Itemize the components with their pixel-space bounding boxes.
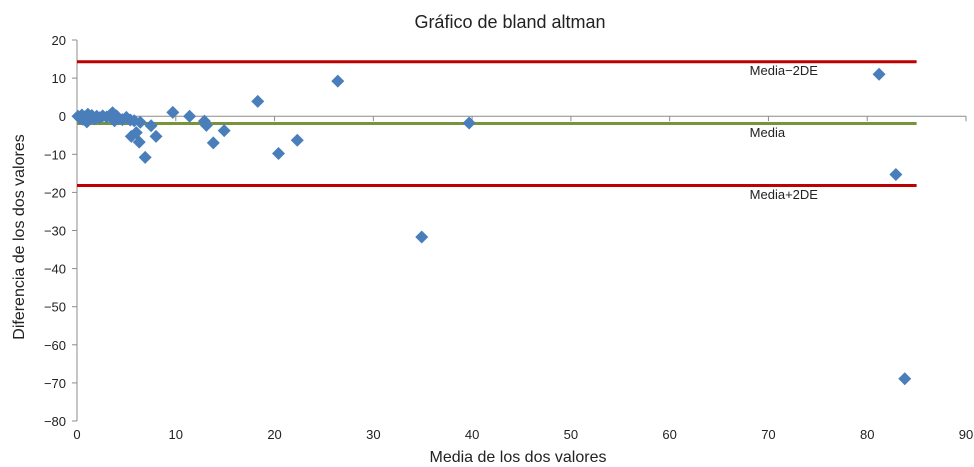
data-point	[166, 105, 180, 119]
data-point	[331, 74, 345, 88]
data-point	[889, 167, 903, 181]
data-point	[217, 124, 231, 138]
x-tick-label: 80	[860, 427, 874, 442]
y-tick-label: −70	[44, 376, 66, 391]
data-point	[149, 129, 163, 143]
x-tick-label: 70	[761, 427, 775, 442]
x-tick-label: 60	[662, 427, 676, 442]
data-point	[183, 109, 197, 123]
data-point	[251, 94, 265, 108]
y-tick-label: 10	[52, 71, 66, 86]
data-point	[415, 230, 429, 244]
data-point	[129, 126, 143, 140]
y-tick-label: −80	[44, 414, 66, 429]
y-tick-label: −50	[44, 300, 66, 315]
x-tick-label: 0	[73, 427, 80, 442]
y-tick-label: 20	[52, 33, 66, 48]
x-tick-label: 30	[366, 427, 380, 442]
data-point	[872, 67, 886, 81]
reference-line-label: Media−2DE	[750, 63, 819, 78]
data-point	[132, 135, 146, 149]
data-point	[144, 119, 158, 133]
y-tick-label: −30	[44, 224, 66, 239]
chart-title: Gráfico de bland altman	[414, 12, 605, 32]
x-tick-label: 20	[267, 427, 281, 442]
data-point	[138, 150, 152, 164]
y-tick-label: −40	[44, 262, 66, 277]
reference-line-label: Media	[750, 125, 786, 140]
y-tick-label: −20	[44, 185, 66, 200]
data-point	[898, 372, 912, 386]
data-point	[462, 116, 476, 130]
data-point	[290, 133, 304, 147]
data-point	[133, 115, 147, 129]
data-point	[206, 136, 220, 150]
reference-line-label: Media+2DE	[750, 187, 819, 202]
y-tick-label: 0	[59, 109, 66, 124]
x-tick-label: 50	[564, 427, 578, 442]
x-tick-label: 90	[959, 427, 973, 442]
x-tick-label: 10	[169, 427, 183, 442]
y-tick-label: −10	[44, 147, 66, 162]
x-axis-title: Media de los dos valores	[430, 449, 607, 466]
data-point	[199, 118, 213, 132]
x-tick-label: 40	[465, 427, 479, 442]
y-axis-title: Diferencia de los dos valores	[11, 134, 28, 339]
y-tick-label: −60	[44, 338, 66, 353]
data-point	[272, 147, 286, 161]
